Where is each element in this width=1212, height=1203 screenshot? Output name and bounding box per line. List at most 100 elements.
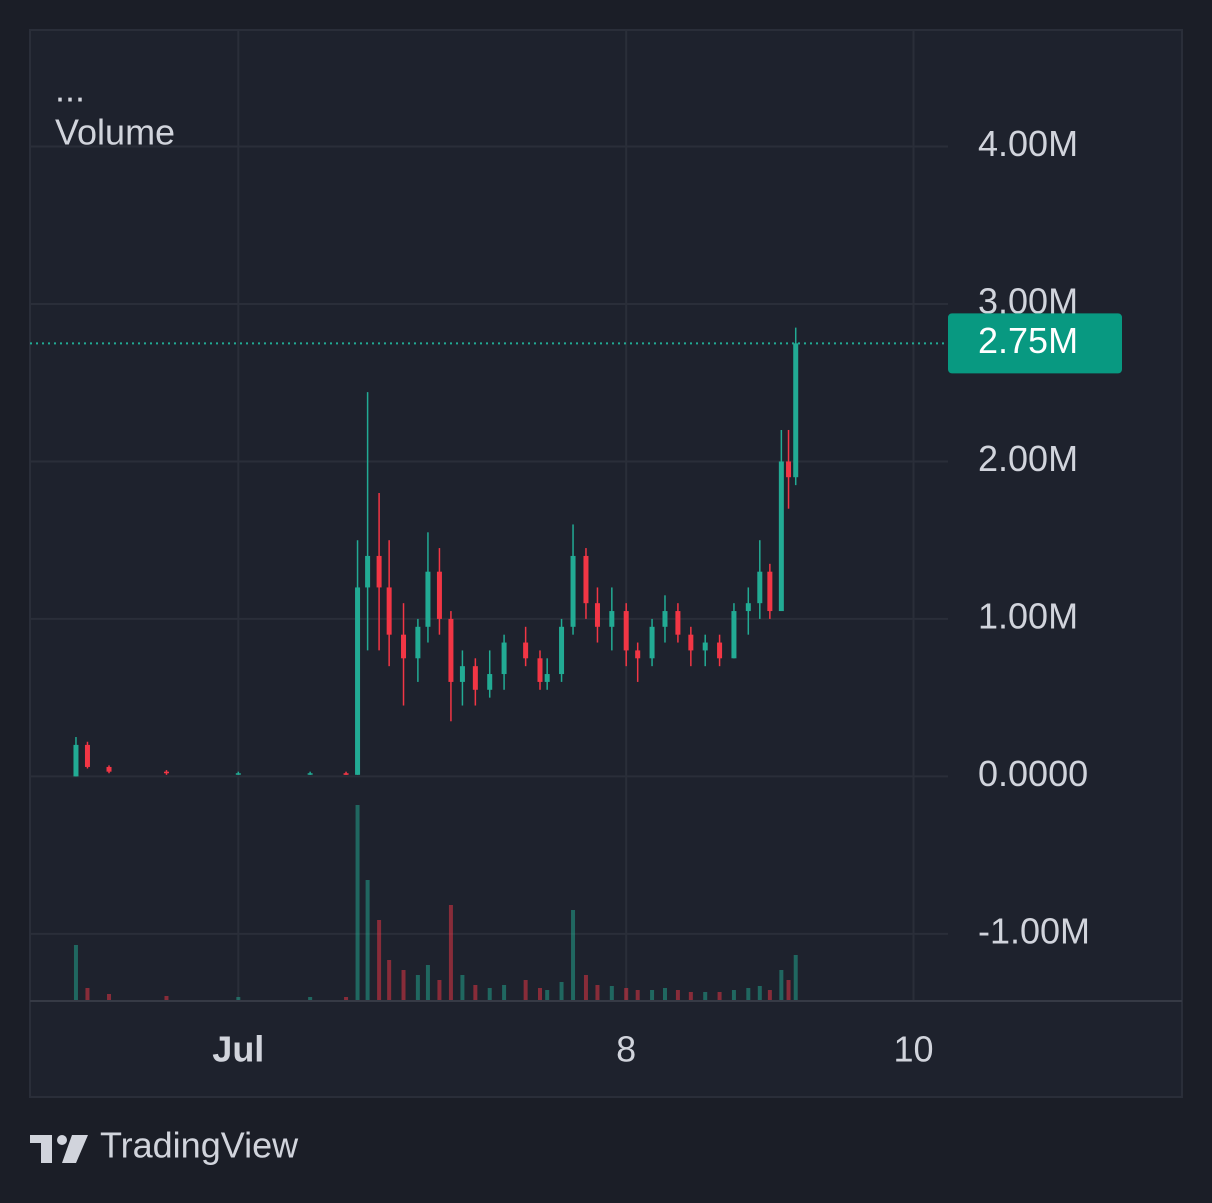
logo [30,1135,88,1163]
volume-bar [401,970,406,1000]
volume-bar [767,990,772,1000]
volume-bar [502,985,507,1000]
candle-body [487,674,493,690]
volume-bar [635,990,640,1000]
volume-bar [73,945,78,1000]
volume-bar [415,975,420,1000]
volume-bar [538,988,542,1000]
candle-body [84,744,90,767]
candle-body [401,634,407,659]
candle-body [365,555,371,588]
last-price-label: 2.75M [978,320,1078,361]
volume-bar [595,985,600,1000]
volume-bar [731,990,736,1000]
candle-body [778,461,784,612]
candle-body [559,626,565,675]
candle-body [609,611,615,627]
candle-body [745,603,751,612]
y-tick-label: 2.00M [978,438,1078,479]
volume-bar [675,990,680,1000]
volume-bar [703,992,708,1000]
candle-body [376,555,382,588]
volume-bar [779,970,784,1000]
volume-bar [786,980,791,1000]
candle-body [537,658,543,682]
candle-body [163,771,169,774]
candle-body [662,611,668,627]
volume-bar [365,880,370,1000]
candle-body [459,666,465,682]
candle-body [570,555,576,627]
x-tick-label: 8 [616,1029,636,1070]
last-price-box [948,313,1122,374]
candle-body [717,642,723,659]
volume-bar [425,965,430,1000]
volume-bar [793,955,798,1000]
volume-bar [650,990,655,1000]
candle-body [425,571,431,627]
candle-body [767,571,773,612]
volume-bar [624,988,629,1000]
candle-body [73,744,79,777]
volume-bar [387,960,392,1000]
candle-body [544,674,550,682]
menu[interactable]: ... [55,69,85,110]
candle-body [436,571,442,619]
logo-part [41,1135,52,1163]
volume-bar [523,980,528,1000]
volume-bar [85,988,90,1000]
candle-body [235,773,241,775]
candle-body [472,666,478,690]
candle-body [106,766,112,772]
candle-body [594,603,600,627]
candle-body [757,571,763,604]
volume-bar [746,988,751,1000]
y-tick-label: 1.00M [978,595,1078,636]
candle-body [583,555,589,604]
candle-body [649,626,655,659]
volume-bar [473,985,478,1000]
volume-bar [460,975,465,1000]
volume-bar [448,905,453,1000]
volume-bar [717,992,722,1000]
candle-body [623,611,629,651]
candle-body [386,587,392,635]
candle-body [343,773,349,775]
volume-bar [236,997,241,1000]
candle-body [675,611,681,635]
volume-bar [487,988,492,1000]
brand: TradingView [100,1125,299,1166]
candle-body [501,642,507,675]
chart-panel [29,29,1183,1098]
logo-part [57,1135,67,1145]
y-tick-label: 0.0000 [978,753,1088,794]
candle-body [688,634,694,651]
volume-bar [559,982,564,1000]
volume-bar [437,980,442,1000]
volume-bar [688,992,693,1000]
candle-body [635,650,641,659]
x-tick-label: Jul [212,1029,264,1070]
volume-bar [662,988,667,1000]
volume-bar [377,920,382,1000]
volume-bar [545,990,550,1000]
candle-body [731,611,737,659]
x-tick-label: 10 [893,1029,933,1070]
volume-bar [757,986,762,1000]
volume-bar [609,986,614,1000]
candle-body [448,618,454,682]
candle-body [355,587,361,775]
volume-bar [583,975,588,1000]
volume-bar [571,910,576,1000]
volume-bar [355,805,360,1000]
candle-body [793,343,799,478]
volume-bar [344,997,349,1000]
candle-body [523,642,529,659]
y-tick-label: 4.00M [978,123,1078,164]
candle-body [307,773,313,775]
candle-body [702,642,708,651]
candle-body [415,626,421,659]
candle-body [786,461,792,478]
